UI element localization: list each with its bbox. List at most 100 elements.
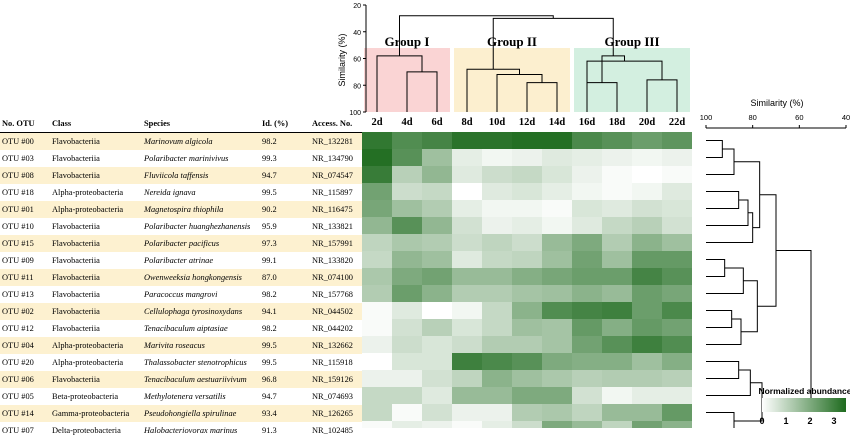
table-row: OTU #14 Gamma-proteobacteria Pseudohongiel… [0, 405, 362, 422]
heatmap-cell [482, 285, 512, 302]
heatmap-cell [482, 200, 512, 217]
species-cell: Paracoccus mangrovi [144, 290, 218, 299]
heatmap-cell [602, 217, 632, 234]
heatmap-cell [512, 319, 542, 336]
heatmap-cell [602, 132, 632, 149]
otu-id-cell: OTU #01 [0, 201, 50, 218]
heatmap-cell [422, 302, 452, 319]
heatmap-cell [422, 234, 452, 251]
table-row: OTU #06 Flavobacteriia Tenacibaculum aestu… [0, 371, 362, 388]
species-cell: Thalassobacter stenotrophicus [144, 358, 247, 367]
heatmap-cell [632, 302, 662, 319]
heatmap-cell [362, 353, 392, 370]
accession-cell: NR_074547 [310, 167, 362, 184]
heatmap-cell [572, 387, 602, 404]
heatmap-cell [422, 421, 452, 428]
dendrogram-link [706, 140, 723, 158]
heatmap-cell [392, 336, 422, 353]
x-tick-label: 80 [748, 113, 756, 122]
sample-label: 10d [489, 117, 506, 128]
table-row: OTU #07 Delta-proteobacteria Halobacteriov… [0, 422, 362, 439]
heatmap-cell [512, 149, 542, 166]
heatmap-cell [662, 319, 692, 336]
identity-cell: 99.5 [262, 358, 277, 367]
heatmap-cell [602, 149, 632, 166]
identity-cell: 90.2 [260, 201, 310, 218]
species-cell: Cellulophaga tyrosinoxydans [142, 303, 260, 320]
class-cell: Flavobacteriia [50, 269, 142, 286]
heatmap-cell [662, 387, 692, 404]
heatmap-cell [602, 302, 632, 319]
heatmap-cell [542, 183, 572, 200]
table-row: OTU #09 Flavobacteriia Polaribacter atrina… [0, 252, 362, 269]
heatmap-cell [542, 166, 572, 183]
heatmap-cell [542, 302, 572, 319]
dendrogram-link [706, 148, 735, 175]
sample-label: 6d [431, 117, 442, 128]
dendrogram-link [734, 161, 761, 229]
otu-id-cell: OTU #06 [0, 371, 50, 388]
heatmap-cell [572, 251, 602, 268]
heatmap-cell [512, 251, 542, 268]
identity-cell: 94.7 [262, 392, 277, 401]
accession-cell: NR_132281 [310, 132, 362, 150]
heatmap-cell [602, 353, 632, 370]
heatmap-cell [422, 353, 452, 370]
heatmap-cell [602, 200, 632, 217]
heatmap-cell [572, 132, 602, 149]
heatmap-cell [482, 234, 512, 251]
group-box [454, 48, 570, 112]
heatmap-cell [452, 268, 482, 285]
heatmap-cell [602, 183, 632, 200]
heatmap-cell [542, 421, 572, 428]
heatmap-cell [572, 166, 602, 183]
heatmap-cell [422, 251, 452, 268]
heatmap-cell [632, 149, 662, 166]
heatmap-cell [572, 302, 602, 319]
x-tick-label: 40 [842, 113, 850, 122]
sample-label: 20d [639, 117, 656, 128]
otu-table: No. OTU Class Species Id. (%) Access. No… [0, 115, 362, 439]
heatmap-cell [422, 268, 452, 285]
heatmap-cell [362, 166, 392, 183]
heatmap-cell [662, 217, 692, 234]
heatmap-cell [542, 370, 572, 387]
class-cell: Flavobacteriia [52, 222, 100, 231]
heatmap-cell [662, 149, 692, 166]
species-cell: Marinovum algicola [142, 132, 260, 150]
heatmap-cell [482, 251, 512, 268]
heatmap-cell [482, 387, 512, 404]
y-tick-label: 20 [353, 3, 361, 10]
heatmap-cell [422, 183, 452, 200]
species-cell: Nereida ignava [144, 188, 196, 197]
heatmap-cell [362, 370, 392, 387]
table-row: OTU #05 Beta-proteobacteria Methylotenera … [0, 388, 362, 405]
heatmap-cell [362, 302, 392, 319]
heatmap-cell [422, 370, 452, 387]
legend-tick-label: 3 [831, 416, 836, 426]
heatmap-cell [392, 217, 422, 234]
identity-cell: 94.1 [260, 303, 310, 320]
heatmap-cell [422, 319, 452, 336]
identity-cell: 91.3 [262, 426, 277, 435]
accession-cell: NR_133821 [312, 222, 353, 231]
accession-cell: NR_116475 [310, 201, 362, 218]
species-cell: Polaribacter marinivivus [144, 154, 229, 163]
otu-id-cell: OTU #03 [2, 154, 34, 163]
heatmap-cell [542, 234, 572, 251]
heatmap-cell [542, 319, 572, 336]
species-cell: Methylotenera versatilis [144, 392, 226, 401]
heatmap-cell [572, 370, 602, 387]
heatmap-cell [452, 353, 482, 370]
accession-cell: NR_044202 [312, 324, 353, 333]
heatmap-cell [362, 149, 392, 166]
group-label: Group I [385, 34, 430, 49]
heatmap-cell [572, 217, 602, 234]
accession-cell: NR_132662 [310, 337, 362, 354]
class-cell: Flavobacteriia [50, 303, 142, 320]
table-row: OTU #01 Alpha-proteobacteria Magnetospira … [0, 201, 362, 218]
otu-id-cell: OTU #15 [0, 235, 50, 252]
class-cell: Beta-proteobacteria [52, 392, 119, 401]
heatmap-cell [542, 353, 572, 370]
identity-cell: 99.3 [262, 154, 277, 163]
